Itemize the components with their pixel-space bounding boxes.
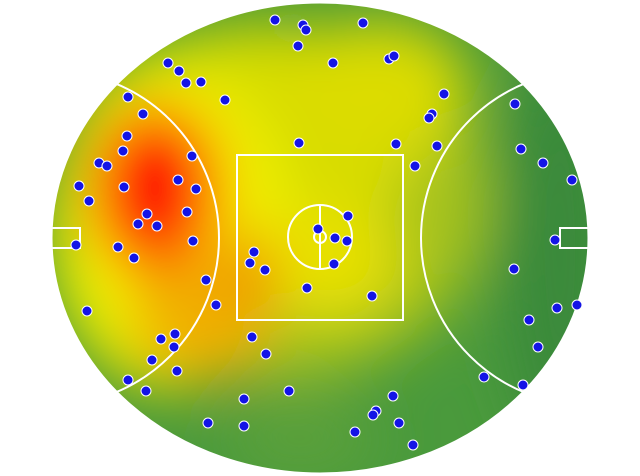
point [180,77,192,89]
point [300,24,312,36]
point [329,232,341,244]
point [238,420,250,432]
point [190,183,202,195]
point [219,94,231,106]
point [478,371,490,383]
point [327,57,339,69]
point [195,76,207,88]
point [423,112,435,124]
point [523,314,535,326]
point [200,274,212,286]
point [517,379,529,391]
point [187,235,199,247]
point [293,137,305,149]
point [186,150,198,162]
point [431,140,443,152]
point [246,331,258,343]
point [393,417,405,429]
point [342,210,354,222]
point [390,138,402,150]
point [151,220,163,232]
point [172,174,184,186]
point [171,365,183,377]
point [202,417,214,429]
point [292,40,304,52]
point [181,206,193,218]
point [571,299,583,311]
point [259,264,271,276]
boundary [51,2,589,474]
point [509,98,521,110]
point [128,252,140,264]
point [122,374,134,386]
point [168,341,180,353]
point [70,239,82,251]
point [141,208,153,220]
point [140,385,152,397]
point [388,50,400,62]
point [238,393,250,405]
point [549,234,561,246]
point [349,426,361,438]
point [357,17,369,29]
point [155,333,167,345]
point [301,282,313,294]
point [210,299,222,311]
point [137,108,149,120]
point [269,14,281,26]
point [566,174,578,186]
point [121,130,133,142]
point [328,258,340,270]
point [162,57,174,69]
point [248,246,260,258]
point [283,385,295,397]
point [537,157,549,169]
point [367,409,379,421]
point [132,218,144,230]
point [173,65,185,77]
point [83,195,95,207]
point [122,91,134,103]
point [532,341,544,353]
point [438,88,450,100]
point [112,241,124,253]
point [81,305,93,317]
point [508,263,520,275]
point [341,235,353,247]
point [409,160,421,172]
point [407,439,419,451]
point [73,180,85,192]
point [169,328,181,340]
point [260,348,272,360]
point [387,390,399,402]
point [312,223,324,235]
point [118,181,130,193]
point [117,145,129,157]
point [146,354,158,366]
point [515,143,527,155]
field-lines [52,70,588,406]
point [244,257,256,269]
point [366,290,378,302]
point [551,302,563,314]
point [101,160,113,172]
